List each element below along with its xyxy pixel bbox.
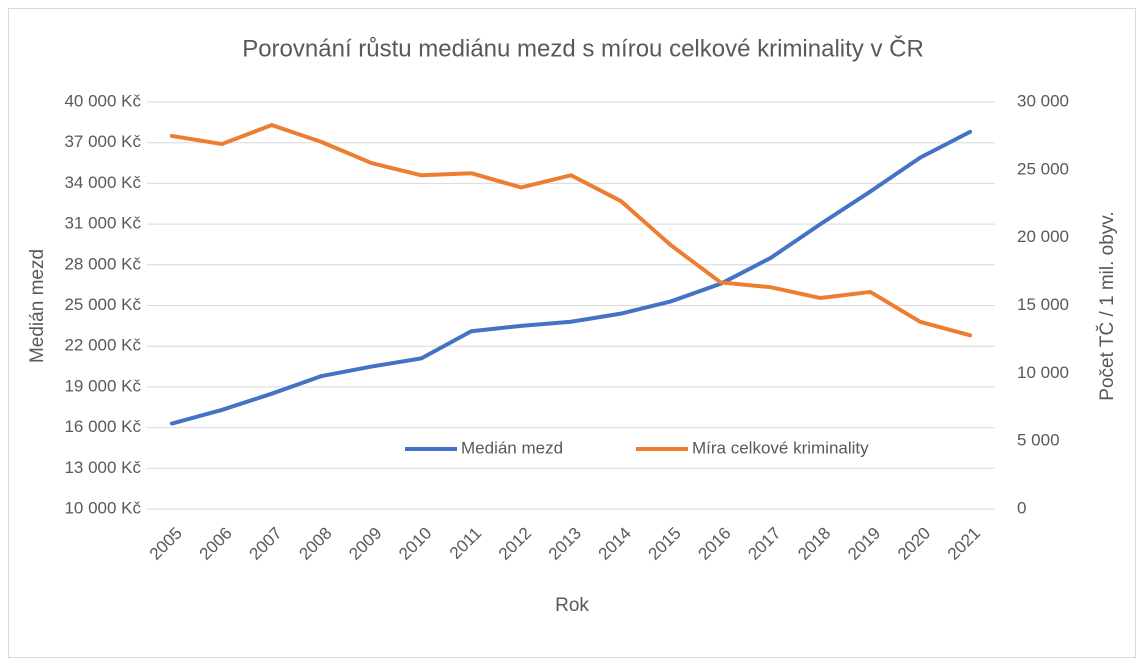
- series-line: [169, 129, 973, 426]
- y2-tick-label: 5 000: [1017, 431, 1060, 450]
- y2-axis-title: Počet TČ / 1 mil. obyv.: [1096, 211, 1118, 400]
- y2-tick-label: 25 000: [1017, 159, 1069, 178]
- series-line: [169, 123, 973, 338]
- y-tick-label: 25 000 Kč: [64, 295, 141, 314]
- y-tick-label: 19 000 Kč: [64, 376, 141, 395]
- y2-tick-label: 10 000: [1017, 363, 1069, 382]
- chart-title: Porovnání růstu mediánu mezd s mírou cel…: [242, 34, 924, 62]
- y2-tick-label: 20 000: [1017, 227, 1069, 246]
- y-tick-label: 31 000 Kč: [64, 214, 141, 233]
- y-tick-label: 37 000 Kč: [64, 132, 141, 151]
- y-tick-label: 28 000 Kč: [64, 254, 141, 273]
- y2-tick-label: 30 000: [1017, 91, 1069, 110]
- x-axis-title: Rok: [555, 595, 589, 616]
- legend-label: Medián mezd: [461, 438, 563, 457]
- y-tick-label: 10 000 Kč: [64, 498, 141, 517]
- y-tick-label: 22 000 Kč: [64, 336, 141, 355]
- y-tick-label: 16 000 Kč: [64, 417, 141, 436]
- chart-frame: [8, 8, 1136, 658]
- y2-tick-label: 0: [1017, 498, 1026, 517]
- y-tick-label: 40 000 Kč: [64, 91, 141, 110]
- y-tick-label: 34 000 Kč: [64, 173, 141, 192]
- y2-tick-label: 15 000: [1017, 295, 1069, 314]
- y-tick-label: 13 000 Kč: [64, 458, 141, 477]
- legend-label: Míra celkové kriminality: [692, 438, 869, 457]
- y-axis-title: Medián mezd: [27, 249, 48, 363]
